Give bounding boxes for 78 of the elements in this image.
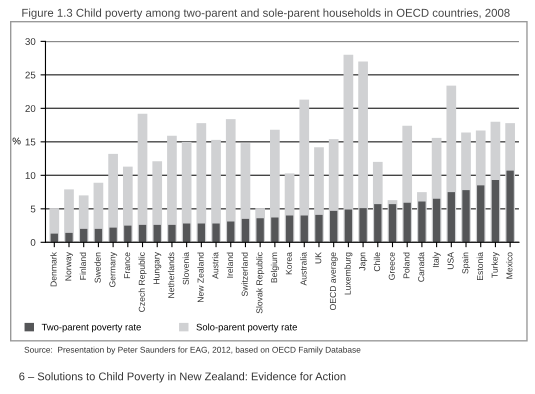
x-tick-label: Turkey [491,252,500,278]
bar [477,185,484,242]
x-tick-label: Mexico [506,252,512,279]
x-tick-label: Korea [286,252,292,274]
y-tick-label: 10 [26,172,36,179]
bar [94,228,102,242]
bar [154,224,161,242]
chart-title: Figure 1.3 Child poverty among two-parent and sole-parent households in OECD countries, 2008 [22,8,510,20]
x-tick-label: Germany [109,252,118,288]
x-tick-label: Slovak Republic [256,252,264,314]
bar [256,218,264,242]
x-tick-label: Denmark [50,252,57,286]
bar [168,224,176,242]
bar [418,201,426,242]
x-tick-label: Japn [359,252,368,271]
x-tick-label: Belgium [270,252,279,282]
x-tick-label: Italy [432,252,441,268]
x-tick-label: USA [448,252,454,270]
bar [198,224,206,242]
y-tick-label: 25 [25,72,36,78]
x-tick-label: Spain [462,252,470,274]
x-tick-label: Sweden [94,252,101,283]
bar [242,218,250,242]
bar [65,232,73,242]
bar [492,180,500,242]
bar [404,202,411,242]
bar [109,228,117,242]
legend-label: Solo-parent poverty rate [196,324,297,332]
source-note: Source: Presentation by Peter Saunders for EAG, 2012, based on OECD Family Database [24,346,360,354]
x-tick-label: Estonia [476,252,484,280]
x-tick-label: UK [315,252,322,264]
bar [344,209,352,242]
bar [182,224,190,242]
x-tick-label: Australia [300,252,307,286]
bar [506,170,514,242]
x-tick-label: Canada [418,252,424,282]
x-tick-label: Netherlands [168,252,174,298]
bar [448,192,455,242]
x-tick-label: Austria [212,252,218,279]
x-tick-label: Luxemburg [344,252,352,294]
y-tick-label: 30 [25,38,36,45]
bar [212,224,220,242]
bar [138,114,148,242]
y-tick-label: 20 [25,105,36,112]
y-axis-title: % [12,138,21,144]
bar [138,224,146,242]
x-tick-label: Greece [388,252,395,280]
y-tick-label: 0 [30,239,36,246]
legend-label: Two-parent poverty rate [42,324,141,332]
bar [300,216,308,242]
bar [80,228,88,242]
bar [388,204,396,242]
x-tick-label: Poland [403,252,410,278]
x-tick-label: Czech Republic [138,252,147,312]
y-tick-label: 5 [30,206,36,212]
x-tick-label: Switzerland [241,252,248,296]
x-tick-label: Ireland [226,252,234,278]
bar [286,216,294,242]
bar [227,222,234,242]
x-tick-label: Norway [65,252,74,281]
y-tick-label: 15 [26,138,36,146]
bar [374,204,382,242]
x-tick-label: New Zealand [197,252,204,302]
x-tick-label: OECD average [330,252,338,310]
bar [359,208,367,242]
text: 6 – Solutions to Child Poverty in New Zealand: Evidence for Action [19,372,346,383]
bar [50,234,58,242]
bar [330,210,338,242]
x-tick-label: France [124,252,130,278]
bar [124,226,132,242]
bar [315,214,323,242]
bar [462,190,470,242]
x-tick-label: Hungary [154,252,162,284]
bar [271,218,279,242]
x-tick-label: Finland [80,252,86,280]
x-tick-label: Slovenia [182,252,189,285]
bar [432,198,440,242]
x-tick-label: Chile [374,252,380,272]
